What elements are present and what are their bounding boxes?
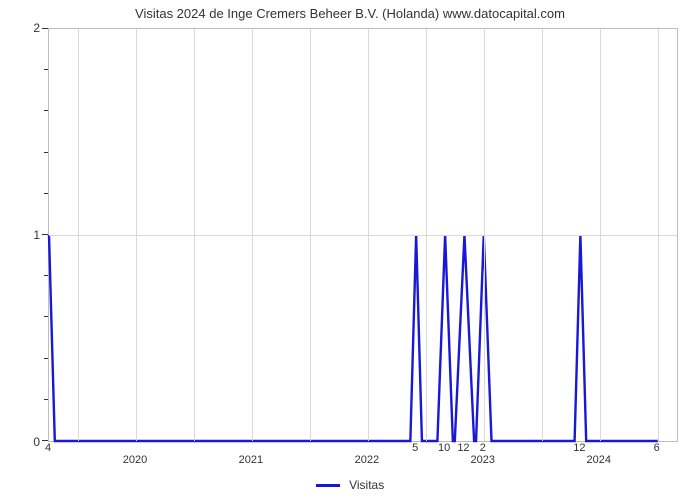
x-tick-label: 2020: [123, 454, 147, 466]
y-minor-tick: [44, 152, 48, 153]
vgrid-line: [310, 29, 311, 441]
plot-area: [48, 28, 678, 442]
y-minor-tick: [44, 399, 48, 400]
y-minor-tick: [44, 193, 48, 194]
vgrid-line: [426, 29, 427, 441]
x-tick-label: 2022: [355, 454, 379, 466]
legend-label: Visitas: [349, 478, 384, 492]
y-tick-label: 0: [0, 435, 40, 449]
data-point-label: 4: [45, 442, 51, 454]
y-minor-tick: [44, 275, 48, 276]
vgrid-line: [136, 29, 137, 441]
y-major-tick: [42, 234, 48, 235]
chart-title: Visitas 2024 de Inge Cremers Beheer B.V.…: [0, 6, 700, 21]
y-minor-tick: [44, 316, 48, 317]
legend: Visitas: [0, 478, 700, 492]
y-tick-label: 2: [0, 21, 40, 35]
vgrid-line: [542, 29, 543, 441]
data-point-label: 12: [573, 442, 585, 454]
hgrid-line: [49, 235, 677, 236]
data-point-label: 5: [412, 442, 418, 454]
data-point-label: 2: [480, 442, 486, 454]
vgrid-line: [658, 29, 659, 441]
legend-swatch: [316, 484, 340, 487]
chart-container: Visitas 2024 de Inge Cremers Beheer B.V.…: [0, 0, 700, 500]
vgrid-line: [252, 29, 253, 441]
y-tick-label: 1: [0, 228, 40, 242]
vgrid-line: [484, 29, 485, 441]
vgrid-line: [78, 29, 79, 441]
y-minor-tick: [44, 110, 48, 111]
vgrid-line: [368, 29, 369, 441]
data-point-label: 10: [438, 442, 450, 454]
data-point-label: 6: [654, 442, 660, 454]
y-major-tick: [42, 28, 48, 29]
x-tick-label: 2021: [239, 454, 263, 466]
data-point-label: 12: [457, 442, 469, 454]
y-major-tick: [42, 440, 48, 441]
y-minor-tick: [44, 358, 48, 359]
vgrid-line: [194, 29, 195, 441]
vgrid-line: [600, 29, 601, 441]
x-tick-label: 2024: [586, 454, 610, 466]
x-tick-label: 2023: [471, 454, 495, 466]
y-minor-tick: [44, 69, 48, 70]
